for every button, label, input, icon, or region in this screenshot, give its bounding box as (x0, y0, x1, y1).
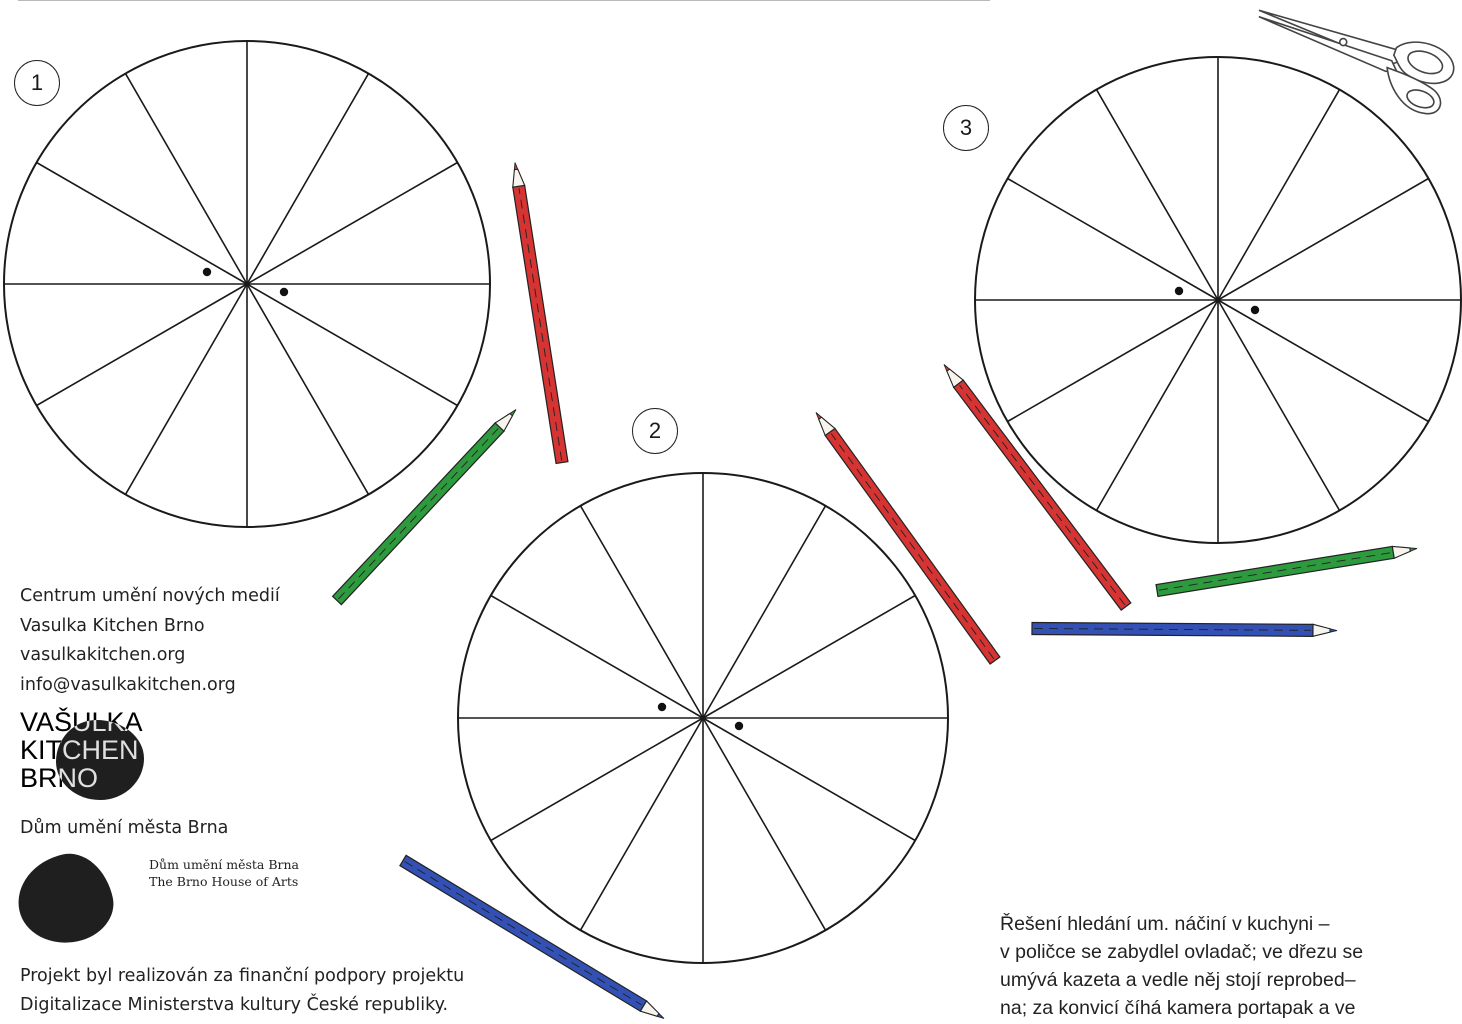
wheel-segment-line (246, 161, 458, 285)
dum-logo-blob (9, 846, 121, 952)
wheel-segment-line (36, 283, 248, 407)
dum-title: Dům umění města Brna (20, 818, 229, 838)
pencil-icon (1155, 542, 1418, 597)
pencil-icon (331, 405, 520, 605)
wheel-segment-line (1007, 177, 1219, 301)
wheel-segment-line (246, 283, 370, 495)
wheel-segment-line (490, 717, 704, 842)
wheel-dot (202, 267, 212, 277)
wheel-dot (1174, 286, 1184, 296)
wheel-2 (456, 471, 950, 965)
wheel-segment-line (124, 73, 248, 285)
wheel-segment-line (702, 717, 827, 931)
wheel-segment-line (702, 717, 916, 842)
wheel-segment-line (1217, 299, 1429, 423)
wheel-segment-line (490, 594, 704, 719)
kitchen-name: Vasulka Kitchen Brno (20, 615, 205, 636)
wheel-segment-line (124, 283, 248, 495)
contact-info: Centrum umění nových medií Vasulka Kitch… (20, 582, 280, 700)
wheel-dot (657, 702, 667, 712)
wheel-segment-line (1217, 299, 1341, 511)
wheel-segment-line (246, 73, 370, 285)
wheel-segment-line (1217, 177, 1429, 301)
wheel-dot (1250, 305, 1260, 315)
wheel-number-3: 3 (943, 105, 989, 151)
wheel-dot (734, 721, 744, 731)
pencil-icon (811, 408, 1001, 665)
pencil-icon (399, 854, 668, 1023)
wheel-segment-line (579, 717, 704, 931)
logo-wordmark: VAŠULKA KITCHEN BRNO (20, 707, 143, 793)
logo-blob (56, 720, 144, 800)
wheel-segment-line (1007, 299, 1219, 423)
wheel-3 (973, 55, 1462, 545)
wheel-number-2: 2 (632, 408, 678, 454)
wheel-segment-line (579, 505, 704, 719)
wheel-number-1: 1 (14, 60, 60, 106)
wheel-dot (279, 287, 289, 297)
pencil-icon (509, 161, 569, 464)
wheel-1 (2, 39, 492, 529)
wheel-segment-line (702, 505, 827, 719)
wheel-segment-line (1095, 299, 1219, 511)
top-rule (18, 0, 990, 1)
website-link[interactable]: vasulkakitchen.org (20, 645, 186, 665)
wheel-segment-line (36, 161, 248, 285)
org-name: Centrum umění nových medií (20, 586, 280, 606)
scissors-icon (1238, 4, 1462, 138)
wheel-segment-line (1217, 89, 1341, 301)
pencil-icon (939, 360, 1132, 611)
email-link[interactable]: info@vasulkakitchen.org (20, 674, 236, 695)
wheel-segment-line (1095, 89, 1219, 301)
wheel-segment-line (702, 594, 916, 719)
support-note: Projekt byl realizován za finanční podpo… (20, 966, 465, 1015)
wheel-segment-line (246, 283, 458, 407)
pencil-icon (1031, 621, 1338, 637)
vasulka-kitchen-logo: VAŠULKA KITCHEN BRNO (20, 707, 180, 800)
dum-logo-text: Dům umění města Brna The Brno House of A… (149, 857, 299, 889)
solution-text: Řešení hledání um. náčiní v kuchyni – v … (1000, 913, 1364, 1019)
